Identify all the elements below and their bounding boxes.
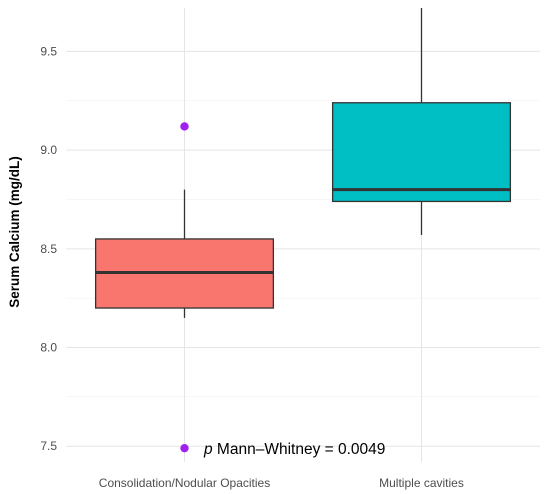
p-value-text: Mann–Whitney = 0.0049 (213, 441, 386, 458)
x-tick-label: Consolidation/Nodular Opacities (99, 476, 270, 490)
y-axis-title: Serum Calcium (mg/dL) (7, 156, 22, 308)
box-marks (94, 8, 512, 453)
box-iqr (331, 102, 512, 203)
outlier-point (180, 443, 189, 453)
box-group (331, 8, 512, 235)
p-symbol: p (203, 441, 213, 458)
y-tick-label: 9.0 (40, 143, 57, 157)
outlier-point (180, 122, 189, 131)
y-tick-label: 7.5 (40, 439, 57, 453)
x-tick-label: Multiple cavities (379, 476, 464, 490)
p-value-annotation: p Mann–Whitney = 0.0049 (203, 441, 385, 458)
y-tick-label: 8.5 (40, 242, 57, 256)
box-group (94, 122, 275, 453)
axis-ticks: 7.5 8.0 8.5 9.0 9.5 Consolidation/Nodular Opa… (40, 44, 464, 490)
y-tick-label: 8.0 (40, 341, 57, 355)
grid-lines (66, 8, 540, 462)
y-tick-label: 9.5 (40, 44, 57, 58)
